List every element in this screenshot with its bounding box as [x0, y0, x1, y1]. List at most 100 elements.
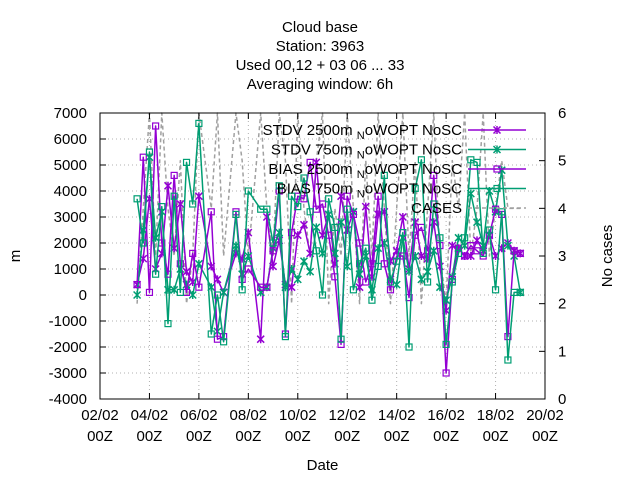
legend-label: STDV 2500m NoWOPT NoSC — [263, 122, 463, 142]
data-point — [281, 333, 290, 341]
data-point — [299, 220, 308, 229]
data-point — [318, 200, 327, 208]
data-point — [244, 251, 253, 261]
data-point — [337, 192, 346, 201]
data-point — [386, 286, 395, 294]
data-point — [343, 192, 351, 200]
y2-tick-label: 4 — [558, 200, 566, 217]
series-3 — [133, 119, 524, 364]
data-point — [170, 285, 179, 294]
data-point — [287, 283, 296, 292]
data-point — [256, 335, 265, 344]
data-point — [504, 333, 512, 341]
data-point — [176, 199, 185, 209]
data-point — [238, 286, 246, 294]
legend-label: BIAS 2500m NoWOPT NoSC — [268, 161, 462, 181]
data-point — [349, 210, 358, 218]
data-point — [300, 174, 308, 182]
data-point — [331, 223, 339, 231]
data-point — [337, 218, 346, 227]
data-point — [263, 283, 271, 291]
y2-tick-label: 5 — [558, 153, 566, 170]
data-point — [189, 200, 197, 208]
data-point — [318, 291, 327, 299]
data-point — [454, 233, 463, 242]
axis-ticks: -4000-3000-2000-100001000200030004000500… — [49, 105, 567, 445]
y2-axis-label: No cases — [599, 225, 616, 288]
data-point — [485, 226, 493, 234]
x-tick-label: 18/02 — [477, 407, 515, 424]
legend-marker — [493, 184, 501, 193]
x-tick-label: 14/02 — [378, 407, 416, 424]
x-tick-label: 16/02 — [427, 407, 465, 424]
x-tick-label-hour: 00Z — [433, 428, 459, 445]
legend-marker — [493, 165, 501, 173]
data-point — [498, 208, 506, 216]
legend-label: CASES — [411, 200, 462, 217]
y2-tick-label: 2 — [558, 296, 566, 313]
data-point — [430, 200, 438, 208]
data-point — [300, 195, 308, 203]
chart-title: Cloud base Station: 3963 Used 00,12 + 03 0… — [236, 19, 405, 93]
data-point — [194, 259, 203, 268]
data-point — [152, 270, 160, 278]
data-point — [213, 291, 222, 299]
data-point — [275, 182, 283, 190]
x-tick-label-hour: 00Z — [235, 428, 261, 445]
y-tick-label: 4000 — [54, 183, 87, 200]
legend-marker — [492, 145, 502, 154]
data-point — [293, 231, 302, 240]
data-point — [349, 286, 358, 294]
x-axis-label: Date — [307, 457, 339, 474]
series-line — [136, 122, 521, 361]
data-point — [207, 208, 215, 216]
legend-label-sub: N — [357, 150, 365, 162]
legend-label-tail: oWOPT NoSC — [365, 181, 462, 198]
data-point — [152, 122, 160, 130]
data-point — [516, 249, 524, 257]
data-point — [417, 156, 425, 164]
data-point — [374, 192, 382, 200]
data-point — [337, 340, 345, 348]
data-point — [368, 296, 376, 304]
x-tick-label-hour: 00Z — [483, 428, 509, 445]
data-point — [392, 280, 401, 289]
y2-tick-label: 6 — [558, 105, 566, 122]
data-point — [516, 288, 524, 296]
legend-label-main: BIAS 2500m — [268, 161, 356, 178]
x-tick-label-hour: 00Z — [285, 428, 311, 445]
legend-marker — [492, 125, 502, 135]
data-point — [287, 229, 296, 237]
data-point — [503, 241, 512, 250]
y-tick-label: -1000 — [49, 313, 87, 330]
legend-label: BIAS 750m NoWOPT NoSC — [277, 181, 462, 201]
data-point — [454, 244, 463, 252]
data-point — [244, 187, 252, 195]
legend-label-main: STDV 2500m — [263, 122, 357, 139]
y-tick-label: -2000 — [49, 339, 87, 356]
x-tick-label: 20/02 — [526, 407, 564, 424]
data-point — [337, 335, 345, 343]
data-point — [430, 171, 438, 179]
data-point — [194, 192, 203, 201]
data-point — [133, 290, 142, 300]
data-point — [299, 257, 308, 266]
data-point — [269, 239, 277, 247]
data-point — [139, 153, 147, 161]
data-point — [355, 283, 364, 292]
data-point — [355, 260, 364, 268]
data-point — [294, 203, 302, 211]
data-point — [195, 283, 203, 291]
x-tick-label: 06/02 — [180, 407, 218, 424]
legend-label-sub: N — [357, 130, 365, 142]
data-point — [436, 234, 444, 242]
data-point — [448, 278, 456, 286]
series-layer — [133, 112, 525, 377]
legend-label-sub: N — [357, 169, 365, 181]
data-point — [219, 288, 228, 297]
x-tick-label-hour: 00Z — [334, 428, 360, 445]
data-point — [491, 286, 500, 294]
data-point — [473, 158, 481, 166]
data-point — [287, 192, 296, 200]
